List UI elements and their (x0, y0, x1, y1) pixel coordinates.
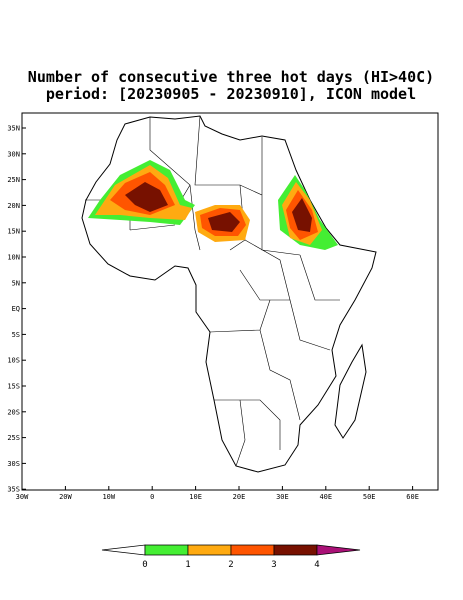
madagascar (334, 343, 367, 439)
lon-label: 30W (16, 493, 29, 501)
map-frame (21, 112, 439, 491)
title-line: Number of consecutive three hot days (HI… (28, 68, 434, 86)
lat-label: 10S (7, 357, 20, 365)
map-area (21, 112, 439, 491)
colorbar-swatch (101, 544, 146, 556)
colorbar-label: 0 (142, 560, 147, 570)
lon-label: 30E (276, 493, 289, 501)
lon-label: 20E (233, 493, 246, 501)
lat-label: EQ (12, 305, 20, 313)
colorbar-swatch (144, 544, 189, 556)
lat-label: 25S (7, 434, 20, 442)
colorbar-swatch (230, 544, 275, 556)
colorbar-swatch (316, 544, 361, 556)
colorbar-label: 4 (314, 560, 319, 570)
lon-label: 10E (189, 493, 202, 501)
lat-label: 10N (7, 254, 20, 262)
lat-label: 35N (7, 125, 20, 133)
lat-label: 15S (7, 383, 20, 391)
lon-label: 60E (406, 493, 419, 501)
lat-label: 35S (7, 486, 20, 494)
lat-label: 30N (7, 150, 20, 158)
colorbar: 0 1 2 3 4 (101, 544, 361, 570)
lon-label: 0 (150, 493, 154, 501)
lat-label: 5N (12, 279, 20, 287)
lat-label: 5S (12, 331, 20, 339)
lat-labels: 35N 30N 25N 20N 15N 10N 5N EQ 5S 10S 15S 20S 25S 30S 3… (7, 125, 26, 494)
lon-label: 20W (59, 493, 72, 501)
lat-label: 20N (7, 202, 20, 210)
heat-regions (88, 160, 338, 250)
lat-label: 15N (7, 228, 20, 236)
colorbar-swatch (187, 544, 232, 556)
lon-label: 10W (102, 493, 115, 501)
lat-label: 20S (7, 408, 20, 416)
lon-label: 50E (363, 493, 376, 501)
africa-outline (81, 115, 377, 473)
lat-label: 25N (7, 176, 20, 184)
lon-label: 40E (319, 493, 332, 501)
borders (85, 115, 340, 467)
colorbar-label: 2 (228, 560, 233, 570)
title-line: period: [20230905 - 20230910], ICON mode… (46, 85, 416, 103)
lon-labels: 30W 20W 10W 0 10E 20E 30E 40E 50E 60E (16, 486, 419, 501)
colorbar-label: 1 (185, 560, 190, 570)
lat-label: 30S (7, 460, 20, 468)
colorbar-label: 3 (271, 560, 276, 570)
colorbar-swatch (273, 544, 318, 556)
